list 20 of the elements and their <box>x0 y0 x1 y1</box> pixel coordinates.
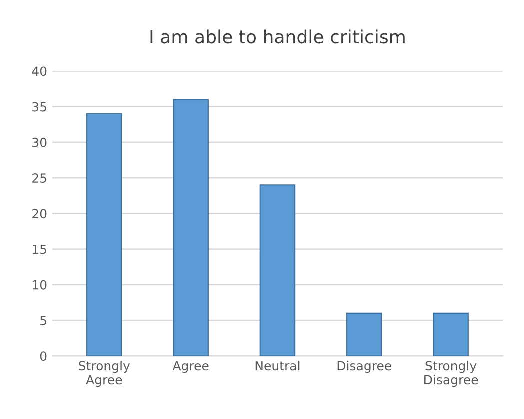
x-tick-label: Strongly Disagree <box>424 361 478 388</box>
x-tick-label: Neutral <box>256 361 300 371</box>
y-tick-label: 15 <box>33 244 46 254</box>
bar <box>433 312 469 356</box>
bar <box>86 113 122 356</box>
y-tick-label: 35 <box>32 102 46 112</box>
y-tick-label: 40 <box>32 66 47 76</box>
y-tick-label: 20 <box>32 209 47 219</box>
y-tick-label: 25 <box>32 174 46 183</box>
y-tick-label: 0 <box>40 352 47 362</box>
bar <box>260 184 296 356</box>
chart-title: I am able to handle criticism <box>150 30 405 44</box>
bar <box>346 312 382 356</box>
x-tick-label: Agree <box>172 361 209 374</box>
x-tick-label: Strongly Agree <box>79 361 130 388</box>
y-tick-label: 5 <box>40 316 46 326</box>
y-tick-label: 10 <box>33 280 47 290</box>
y-tick-label: 30 <box>32 138 47 148</box>
bar <box>173 99 209 356</box>
x-tick-label: Disagree <box>338 361 392 374</box>
